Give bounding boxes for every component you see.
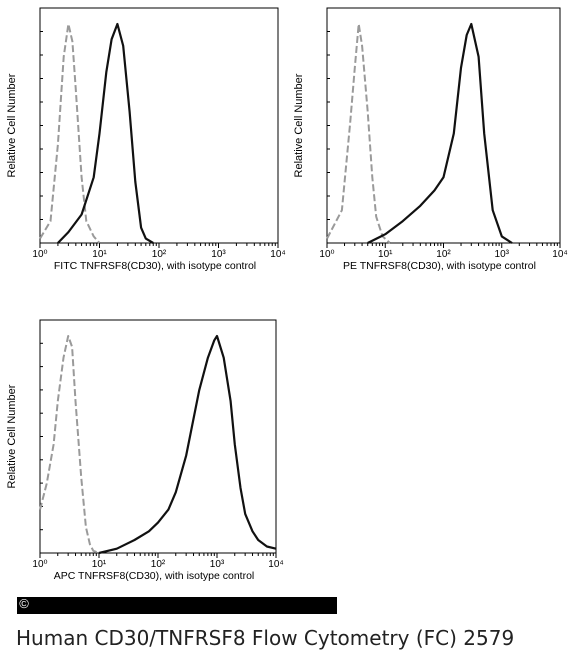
y-axis-label: Relative Cell Number: [293, 73, 305, 177]
isotype-control-histogram: [39, 335, 100, 554]
x-tick-label: 10⁴: [268, 559, 283, 570]
plot-frame: [39, 7, 279, 244]
plot-frame: [39, 319, 277, 554]
x-tick-label: 10⁴: [270, 249, 285, 260]
isotype-control-histogram: [326, 23, 391, 244]
x-tick-label: 10¹: [92, 249, 107, 260]
x-tick-label: 10²: [152, 249, 167, 260]
x-tick-label: 10¹: [92, 559, 107, 570]
x-tick-label: 10²: [151, 559, 166, 570]
x-axis-label: APC TNFRSF8(CD30), with isotype control: [54, 570, 255, 582]
cd30-stained-histogram: [98, 334, 277, 555]
copyright-symbol: ©: [19, 596, 29, 611]
cd30-stained-histogram: [57, 22, 154, 244]
y-axis-label: Relative Cell Number: [6, 384, 18, 488]
x-axis-label: FITC TNFRSF8(CD30), with isotype control: [54, 260, 256, 272]
cd30-stained-histogram: [367, 22, 513, 244]
redacted-watermark-bar: [17, 597, 337, 614]
figure-title: Human CD30/TNFRSF8 Flow Cytometry (FC) 2…: [16, 626, 515, 650]
y-axis-label: Relative Cell Number: [6, 73, 18, 177]
x-tick-label: 10¹: [378, 249, 393, 260]
x-axis-label: PE TNFRSF8(CD30), with isotype control: [343, 260, 536, 272]
plot-frame: [326, 7, 561, 244]
x-tick-label: 10⁰: [319, 249, 334, 260]
x-tick-label: 10³: [210, 559, 225, 570]
x-tick-label: 10⁴: [552, 249, 567, 260]
x-tick-label: 10⁰: [32, 249, 47, 260]
isotype-control-histogram: [39, 23, 101, 244]
histogram-panel-1: 10⁰ 10¹ 10² 10³ 10⁴ FITC TNFRSF8(CD30), with …: [6, 7, 286, 272]
histogram-panel-2: 10⁰ 10¹ 10² 10³ 10⁴ PE TNFRSF8(CD30), with is…: [293, 7, 568, 272]
x-tick-label: 10²: [436, 249, 451, 260]
x-tick-label: 10⁰: [32, 559, 47, 570]
x-tick-label: 10³: [495, 249, 510, 260]
histogram-panel-3: 10⁰ 10¹ 10² 10³ 10⁴ APC TNFRSF8(CD30), with i…: [6, 319, 284, 582]
x-tick-label: 10³: [211, 249, 226, 260]
